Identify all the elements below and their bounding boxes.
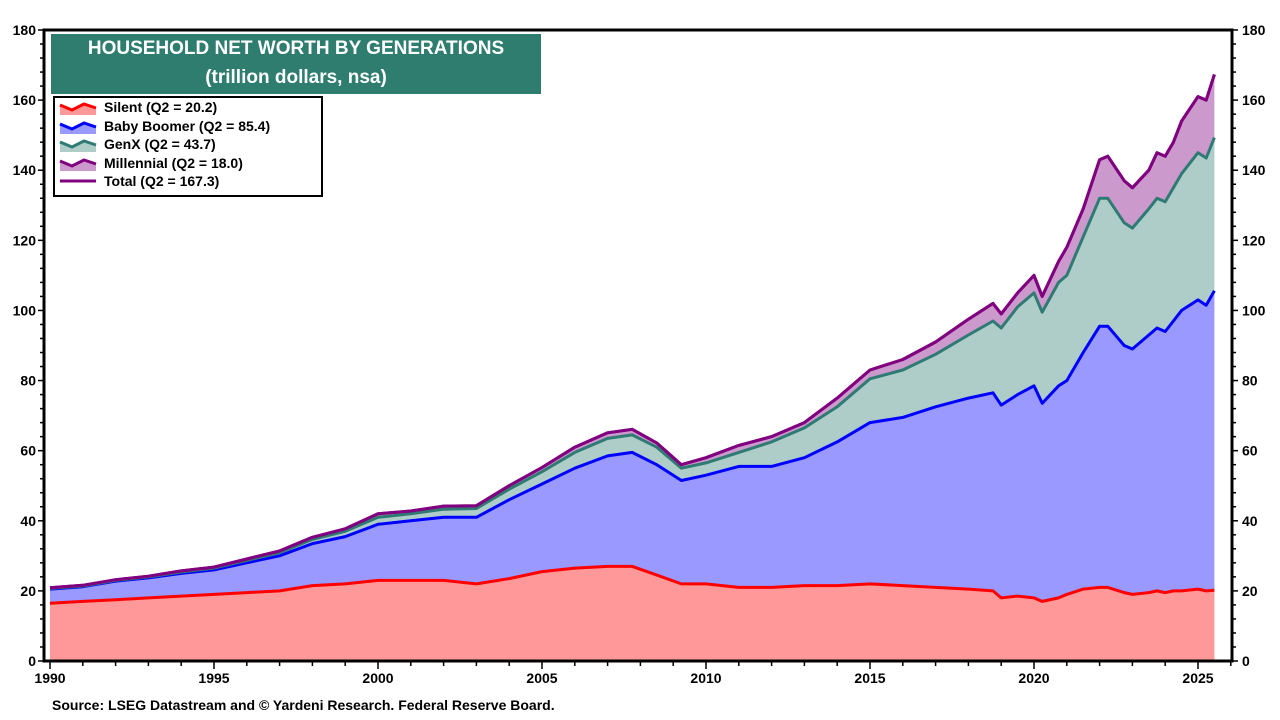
x-tick-label: 2015 (854, 670, 885, 686)
legend: Silent (Q2 = 20.2) Baby Boomer (Q2 = 85.4… (53, 96, 323, 197)
y-tick-label-right: 180 (1242, 22, 1266, 38)
line-total (49, 74, 1216, 590)
x-tick-label: 2010 (690, 670, 721, 686)
x-tick-label: 1995 (198, 670, 229, 686)
legend-item: Millennial (Q2 = 18.0) (55, 154, 321, 173)
legend-swatch (60, 179, 96, 183)
legend-item: Total (Q2 = 167.3) (55, 172, 321, 191)
legend-label: Baby Boomer (Q2 = 85.4) (104, 117, 271, 134)
legend-swatch (59, 102, 97, 116)
legend-item: GenX (Q2 = 43.7) (55, 135, 321, 154)
line-genx (49, 137, 1216, 590)
area-genx (50, 137, 1215, 590)
legend-label: GenX (Q2 = 43.7) (104, 136, 216, 153)
y-tick-label-left: 80 (20, 373, 36, 389)
legend-label: Total (Q2 = 167.3) (104, 173, 220, 190)
y-tick-label-right: 140 (1242, 162, 1266, 178)
y-tick-label-left: 100 (13, 302, 37, 318)
legend-item: Silent (Q2 = 20.2) (55, 98, 321, 117)
legend-swatch (59, 121, 97, 134)
y-tick-label-left: 60 (20, 443, 36, 459)
area-baby (50, 290, 1215, 604)
legend-label: Silent (Q2 = 20.2) (104, 99, 218, 116)
y-tick-label-right: 60 (1242, 443, 1258, 459)
x-tick-label: 2000 (362, 670, 393, 686)
line-baby (49, 290, 1216, 591)
y-tick-label-left: 0 (28, 653, 36, 669)
y-tick-label-left: 160 (13, 92, 37, 108)
y-tick-label-right: 0 (1242, 653, 1250, 669)
source-note: Source: LSEG Datastream and © Yardeni Re… (52, 697, 555, 713)
x-tick-label: 2020 (1018, 670, 1049, 686)
y-tick-label-right: 80 (1242, 373, 1258, 389)
y-tick-label-left: 140 (13, 162, 37, 178)
y-tick-label-right: 160 (1242, 92, 1266, 108)
line-silent (49, 564, 1215, 605)
x-tick-label: 2005 (526, 670, 557, 686)
x-tick-label: 2025 (1182, 670, 1213, 686)
legend-item: Baby Boomer (Q2 = 85.4) (55, 117, 321, 136)
y-tick-label-right: 120 (1242, 232, 1266, 248)
legend-swatch (59, 139, 97, 153)
y-tick-label-right: 40 (1242, 513, 1258, 529)
y-tick-label-left: 40 (20, 513, 36, 529)
y-tick-label-left: 120 (13, 232, 37, 248)
chart-title: HOUSEHOLD NET WORTH BY GENERATIONS (87, 38, 505, 59)
chart-subtitle: (trillion dollars, nsa) (205, 67, 387, 88)
chart-title-box: HOUSEHOLD NET WORTH BY GENERATIONS (tril… (51, 34, 541, 94)
y-tick-label-right: 100 (1242, 302, 1266, 318)
y-tick-label-right: 20 (1242, 583, 1258, 599)
x-tick-label: 1990 (34, 670, 65, 686)
y-tick-label-left: 20 (20, 583, 36, 599)
plot-frame (42, 28, 1234, 663)
legend-swatch (59, 158, 97, 171)
y-tick-label-left: 180 (13, 22, 37, 38)
area-silent (50, 566, 1215, 661)
legend-label: Millennial (Q2 = 18.0) (104, 154, 243, 171)
